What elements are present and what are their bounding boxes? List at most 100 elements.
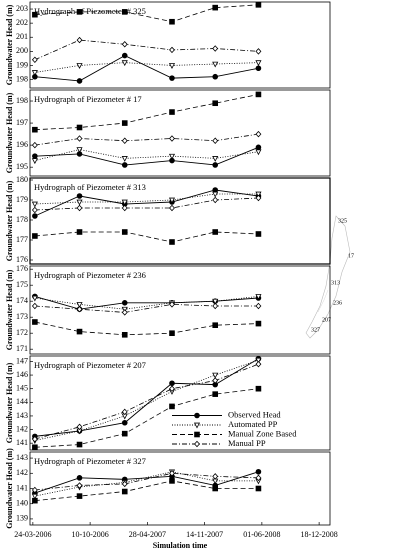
- series-line: [34, 471, 259, 497]
- map-label: 325: [338, 218, 347, 224]
- y-tick-label: 202: [16, 18, 28, 27]
- y-tick-label: 197: [16, 118, 28, 127]
- y-tick-label: 176: [16, 264, 28, 273]
- y-tick-label: 146: [16, 370, 28, 379]
- marker: [76, 204, 83, 212]
- series-line: [34, 296, 259, 310]
- series-line: [34, 193, 259, 205]
- y-tick-label: 147: [16, 356, 28, 365]
- marker: [255, 385, 262, 392]
- series-line: [34, 189, 259, 217]
- marker: [255, 2, 262, 8]
- marker: [169, 135, 175, 142]
- map-label: 327: [311, 327, 320, 333]
- y-axis-label: Groundwater Head (m): [5, 362, 14, 443]
- marker: [32, 153, 38, 159]
- plot-frame: [29, 89, 331, 177]
- marker: [32, 11, 38, 18]
- marker: [255, 149, 262, 156]
- marker: [31, 56, 38, 64]
- series-line: [34, 359, 259, 441]
- marker: [169, 204, 175, 212]
- marker: [255, 91, 262, 98]
- y-tick-label: 172: [16, 328, 28, 337]
- marker: [121, 419, 128, 426]
- marker: [31, 435, 38, 443]
- y-tick-label: 176: [16, 255, 28, 264]
- series-line: [34, 321, 259, 336]
- marker: [169, 330, 175, 336]
- series-line: [34, 363, 259, 440]
- panel-title: Hydrograph of Piezometer # 207: [34, 360, 146, 370]
- marker: [255, 194, 262, 202]
- legend-label: Automated PP: [228, 419, 278, 429]
- plot-frame: [29, 1, 331, 89]
- x-axis-label: Simulation time: [153, 541, 208, 550]
- marker: [169, 239, 175, 245]
- marker: [169, 470, 175, 477]
- marker: [121, 9, 128, 15]
- series-line: [34, 149, 259, 161]
- y-tick-label: 143: [16, 453, 28, 462]
- y-tick-label: 140: [16, 499, 28, 508]
- marker: [212, 473, 219, 480]
- marker: [32, 497, 38, 504]
- series-line: [34, 358, 259, 437]
- x-tick-label: 01-06-2008: [243, 530, 280, 539]
- y-tick-label: 141: [16, 438, 28, 447]
- marker: [255, 474, 262, 482]
- series-line: [34, 295, 259, 310]
- marker: [76, 475, 83, 481]
- y-tick-label: 203: [16, 4, 28, 13]
- marker: [169, 18, 175, 25]
- legend-marker: [194, 440, 200, 448]
- panel: 198 199 200 201 202 203 Hydrograph of Piezomet…: [5, 1, 331, 89]
- panel: 141 142 143 144 145 146 147 Hydrograph of Piezo…: [5, 355, 331, 451]
- marker: [76, 147, 83, 154]
- marker: [168, 197, 176, 204]
- marker: [212, 322, 219, 328]
- marker: [255, 357, 262, 364]
- marker: [121, 41, 128, 48]
- series-line: [34, 471, 259, 494]
- marker: [212, 73, 219, 80]
- y-axis-label: Groundwater Head (m): [5, 180, 14, 261]
- marker: [31, 158, 38, 165]
- marker: [76, 302, 83, 308]
- series-line: [34, 480, 259, 502]
- map-label: 313: [331, 280, 340, 286]
- y-tick-label: 173: [16, 312, 28, 321]
- marker: [212, 229, 219, 235]
- marker: [76, 199, 83, 206]
- y-tick-label: 139: [16, 514, 28, 523]
- y-tick-label: 195: [16, 162, 28, 171]
- y-tick-label: 199: [16, 60, 28, 69]
- series-line: [34, 94, 259, 131]
- marker: [121, 60, 128, 67]
- y-axis-label: Groundwater Head (m): [5, 448, 14, 529]
- marker: [76, 482, 83, 489]
- marker: [32, 213, 38, 219]
- marker: [76, 63, 83, 69]
- series-line: [34, 133, 259, 146]
- marker: [255, 65, 262, 72]
- legend-marker: [194, 431, 200, 438]
- marker: [168, 63, 176, 69]
- marker: [212, 302, 219, 310]
- series-line: [34, 197, 259, 211]
- y-tick-label: 200: [16, 46, 28, 55]
- marker: [76, 78, 83, 84]
- marker: [255, 144, 262, 151]
- marker: [121, 199, 128, 206]
- marker: [168, 153, 176, 160]
- marker: [76, 493, 83, 499]
- marker: [121, 408, 128, 416]
- y-tick-label: 198: [16, 74, 28, 83]
- marker: [255, 302, 262, 310]
- legend-label: Observed Head: [228, 409, 281, 419]
- marker: [31, 201, 38, 208]
- map-river: [317, 289, 329, 313]
- series-line: [34, 303, 259, 313]
- marker: [76, 124, 83, 131]
- marker: [76, 135, 83, 142]
